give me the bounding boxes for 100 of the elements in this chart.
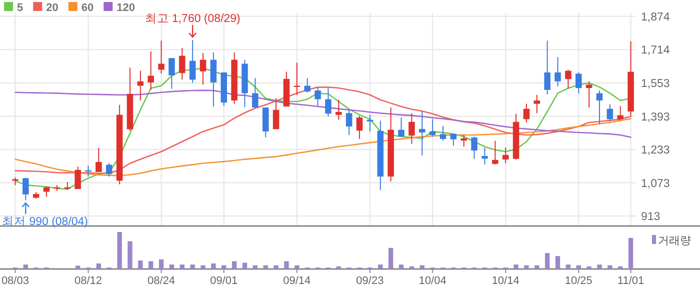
y-tick-label: 1,233 — [641, 144, 670, 157]
candlestick — [418, 110, 426, 156]
bar — [378, 264, 383, 269]
candlestick — [346, 109, 352, 136]
y-tick-label: 1,714 — [641, 44, 670, 57]
candlestick — [325, 88, 332, 117]
y-tick-label: 1,553 — [641, 78, 670, 90]
bar — [232, 261, 237, 269]
y-tick-label: 913 — [641, 211, 660, 224]
bar — [158, 259, 164, 269]
bar — [409, 266, 414, 269]
candlestick — [210, 52, 217, 108]
x-tick-label: 11/01 — [617, 275, 644, 287]
bar — [211, 263, 216, 269]
annotation: 최고 1,760 (08/29) — [144, 13, 241, 26]
annotation: 최저 990 (08/04) — [2, 216, 88, 228]
candlestick — [294, 62, 300, 96]
bar — [398, 264, 404, 269]
candlestick — [502, 147, 509, 164]
bar — [555, 256, 560, 269]
bar — [618, 266, 623, 269]
candlestick — [314, 86, 321, 108]
x-tick-label: 09/14 — [283, 275, 311, 287]
bar — [128, 241, 132, 269]
candlestick — [586, 80, 592, 108]
candlestick — [356, 115, 363, 140]
candlestick — [262, 107, 269, 138]
x-tick-label: 10/14 — [492, 275, 520, 287]
x-tick-label: 10/25 — [564, 275, 592, 287]
candlestick — [398, 117, 404, 138]
candlestick — [575, 72, 582, 94]
candlestick — [252, 78, 258, 109]
y-tick-label: 1,393 — [641, 111, 670, 124]
candlestick — [617, 105, 624, 121]
bar — [23, 264, 28, 269]
bar — [628, 238, 634, 269]
y-tick-label: 1,874 — [641, 11, 670, 24]
legend-label: 120 — [116, 2, 135, 14]
line-series — [14, 90, 632, 138]
candlestick — [336, 99, 342, 120]
candlestick — [482, 147, 488, 165]
candlestick — [272, 98, 280, 130]
bar — [514, 264, 518, 269]
bar — [96, 263, 102, 269]
bar — [566, 264, 571, 269]
bar — [200, 265, 206, 269]
bar — [388, 248, 394, 269]
bar — [336, 266, 341, 269]
x-tick-label: 10/04 — [418, 275, 446, 287]
candlestick — [106, 162, 112, 178]
x-tick-label: 08/24 — [148, 275, 176, 287]
bar — [534, 265, 540, 269]
bar — [576, 265, 581, 269]
bar — [75, 266, 80, 269]
candlestick — [304, 78, 310, 93]
candlestick — [492, 140, 498, 165]
candlestick — [148, 50, 154, 90]
candlestick — [440, 125, 446, 142]
candlestick — [408, 112, 415, 144]
bar — [544, 253, 550, 269]
bar — [169, 264, 174, 269]
legend-label: 5 — [17, 2, 24, 14]
bar — [420, 265, 424, 269]
candlestick — [471, 136, 478, 160]
bar — [284, 261, 289, 269]
bar — [263, 265, 268, 269]
candlestick — [189, 40, 196, 84]
x-tick-label: 08/12 — [74, 275, 102, 287]
candlestick — [554, 56, 561, 87]
candlestick — [544, 40, 550, 95]
y-tick-label: 1,073 — [641, 178, 670, 190]
bar — [180, 264, 184, 269]
candlestick — [179, 48, 186, 80]
legend-label: 60 — [81, 2, 94, 14]
candlestick — [158, 40, 164, 74]
bar — [586, 266, 592, 269]
candlestick — [429, 118, 436, 138]
legend-label: 거래량 — [658, 235, 691, 247]
bar — [138, 260, 143, 269]
candlestick — [168, 58, 175, 90]
x-tick-label: 09/01 — [210, 275, 238, 287]
bar — [524, 265, 529, 269]
candlestick — [596, 90, 603, 125]
candlestick — [200, 52, 206, 86]
candlestick — [74, 166, 81, 190]
bar — [117, 232, 122, 269]
legend-label: 20 — [46, 2, 58, 14]
candlestick — [565, 69, 572, 89]
candlestick — [523, 103, 530, 124]
bar — [597, 264, 602, 269]
bar — [222, 265, 226, 269]
candlestick — [96, 147, 102, 172]
bar — [148, 261, 154, 269]
bar — [294, 265, 300, 269]
bar — [242, 262, 248, 269]
x-tick-label: 08/03 — [1, 275, 29, 287]
x-tick-label: 09/23 — [356, 275, 384, 287]
candlestick — [606, 104, 614, 122]
bar — [190, 264, 195, 269]
candlestick — [22, 177, 29, 201]
